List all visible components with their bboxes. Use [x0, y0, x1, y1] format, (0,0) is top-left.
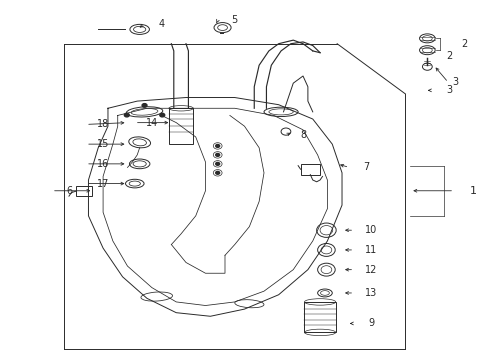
Circle shape	[142, 104, 147, 107]
Text: 3: 3	[452, 77, 458, 87]
Circle shape	[215, 171, 219, 174]
Circle shape	[124, 113, 129, 117]
Text: 12: 12	[365, 265, 377, 275]
Text: 2: 2	[460, 40, 466, 49]
Text: 16: 16	[97, 159, 109, 169]
Text: 14: 14	[145, 118, 158, 128]
Bar	[300, 164, 320, 175]
Text: 17: 17	[97, 179, 109, 189]
Text: 6: 6	[66, 186, 72, 196]
Circle shape	[215, 153, 219, 156]
Circle shape	[215, 144, 219, 147]
Text: 1: 1	[469, 186, 476, 196]
Circle shape	[160, 113, 164, 117]
Text: 18: 18	[97, 120, 109, 129]
Text: 5: 5	[231, 15, 237, 26]
Text: 11: 11	[365, 245, 377, 255]
Text: 4: 4	[158, 19, 164, 29]
Text: 8: 8	[299, 130, 305, 140]
Bar	[168, 108, 193, 144]
Bar	[76, 186, 92, 196]
Text: 3: 3	[446, 85, 451, 95]
Text: 15: 15	[97, 139, 109, 149]
Bar	[304, 302, 335, 332]
Text: 2: 2	[445, 51, 451, 61]
Text: 9: 9	[367, 319, 374, 328]
Text: 10: 10	[365, 225, 377, 235]
Text: 7: 7	[363, 162, 369, 172]
Text: 13: 13	[365, 288, 377, 298]
Circle shape	[215, 162, 219, 165]
